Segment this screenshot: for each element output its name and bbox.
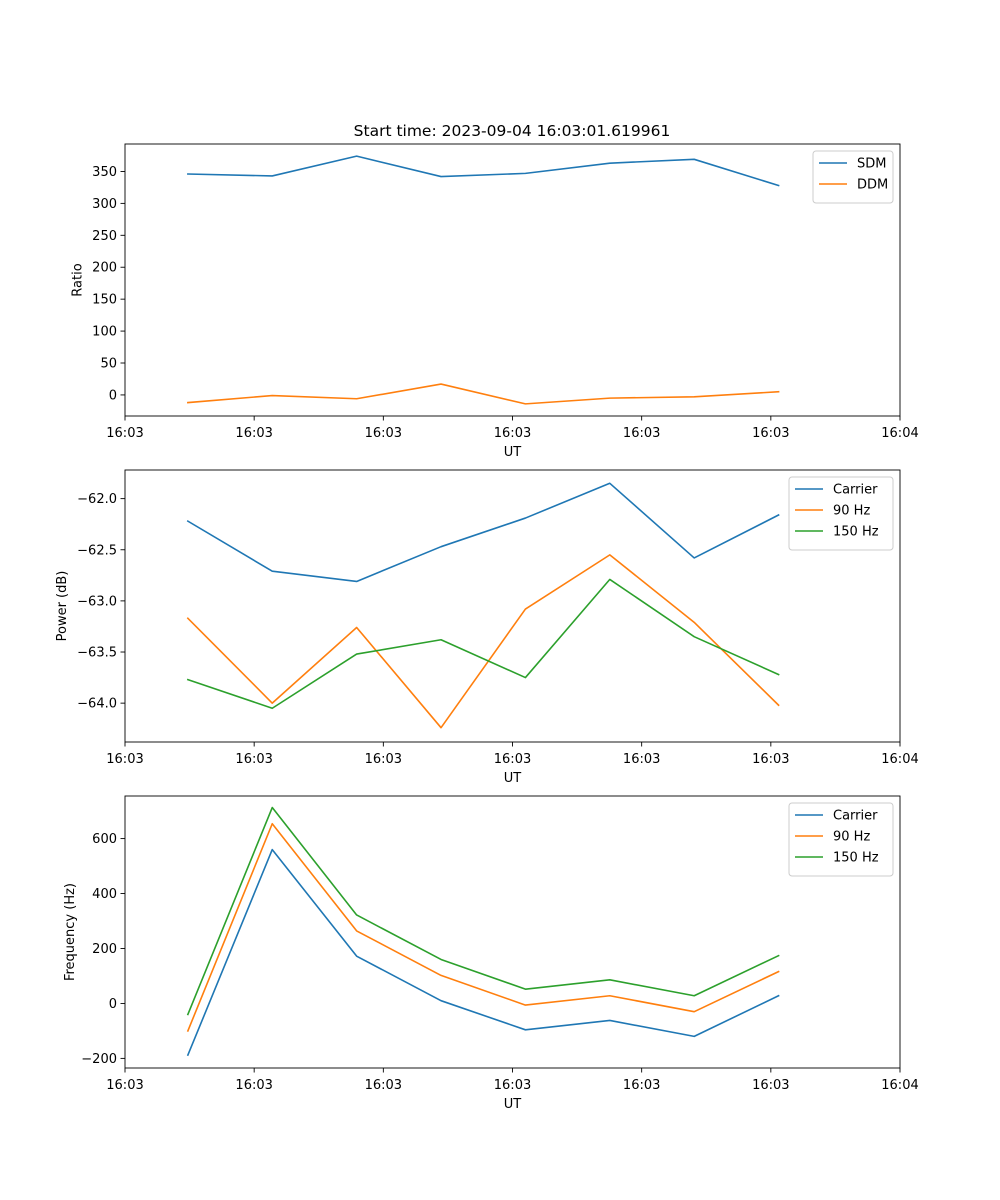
subplot-2: 16:03 16:03 16:03 16:03 16:03 16:03 16:04 −64.0… (55, 469, 919, 786)
y-tick-label: 200 (92, 942, 117, 957)
x-tick-label: 16:04 (881, 1078, 918, 1093)
subplot-1: 16:03 16:03 16:03 16:03 16:03 16:03 16:04 0 50 10… (71, 143, 919, 460)
x-tick-label: 16:03 (235, 1078, 272, 1093)
y-tick-label: 300 (92, 197, 117, 212)
y-tick-label: 350 (92, 165, 117, 180)
y-tick-label: −62.5 (77, 543, 117, 558)
series-line-90-hz (186, 822, 780, 1032)
x-tick-label: 16:03 (106, 752, 143, 767)
legend-label: 90 Hz (833, 504, 870, 519)
x-tick-label: 16:03 (235, 752, 272, 767)
x-axis-title: UT (504, 445, 522, 460)
subplot-panels: 16:03 16:03 16:03 16:03 16:03 16:03 16:04 0 50 10… (55, 143, 919, 1112)
x-tick-label: 16:03 (494, 752, 531, 767)
y-tick-label: 100 (92, 325, 117, 340)
y-axis-title: Power (dB) (55, 571, 70, 642)
y-tick-label: −200 (81, 1052, 117, 1067)
x-tick-label: 16:03 (235, 426, 272, 441)
x-tick-label: 16:03 (752, 752, 789, 767)
x-tick-label: 16:03 (623, 1078, 660, 1093)
x-tick-label: 16:03 (494, 426, 531, 441)
x-axis-title: UT (504, 771, 522, 786)
y-axis-title: Ratio (71, 263, 86, 296)
y-tick-label: −64.0 (77, 697, 117, 712)
series-line-sdm (187, 155, 780, 187)
subplot-3: 16:03 16:03 16:03 16:03 16:03 16:03 16:04 −200 0… (63, 795, 919, 1112)
x-tick-label: 16:04 (881, 752, 918, 767)
y-tick-label: −62.0 (77, 492, 117, 507)
figure-title: Start time: 2023-09-04 16:03:01.619961 (354, 122, 671, 140)
legend-box (812, 150, 894, 204)
x-tick-label: 16:04 (881, 426, 918, 441)
y-tick-label: 150 (92, 293, 117, 308)
legend-label: Carrier (833, 809, 878, 824)
y-tick-label: 400 (92, 887, 117, 902)
legend-label: Carrier (833, 483, 878, 498)
legend-label: 150 Hz (833, 525, 879, 540)
legend-label: 150 Hz (833, 851, 879, 866)
y-tick-label: 0 (109, 388, 117, 403)
legend-label: SDM (857, 157, 886, 172)
series-line-ddm (186, 383, 780, 405)
y-axis-title: Frequency (Hz) (63, 883, 78, 981)
x-tick-label: 16:03 (752, 426, 789, 441)
y-tick-label: 250 (92, 229, 117, 244)
series-line-carrier (186, 482, 780, 583)
y-tick-label: −63.5 (77, 646, 117, 661)
y-tick-label: 50 (100, 357, 117, 372)
y-tick-label: 200 (92, 261, 117, 276)
x-tick-label: 16:03 (623, 752, 660, 767)
x-tick-label: 16:03 (365, 426, 402, 441)
y-tick-label: 600 (92, 832, 117, 847)
legend-label: 90 Hz (833, 830, 870, 845)
x-tick-label: 16:03 (623, 426, 660, 441)
x-tick-label: 16:03 (106, 426, 143, 441)
x-tick-label: 16:03 (494, 1078, 531, 1093)
series-line-150-hz (186, 806, 780, 1016)
x-axis-title: UT (504, 1097, 522, 1112)
x-tick-label: 16:03 (106, 1078, 143, 1093)
x-tick-label: 16:03 (365, 752, 402, 767)
legend-label: DDM (857, 178, 888, 193)
series-line-carrier (186, 848, 780, 1057)
x-tick-label: 16:03 (365, 1078, 402, 1093)
y-tick-label: −63.0 (77, 594, 117, 609)
x-tick-label: 16:03 (752, 1078, 789, 1093)
series-line-90-hz (186, 554, 780, 729)
y-tick-label: 0 (109, 997, 117, 1012)
series-line-150-hz (186, 578, 780, 710)
